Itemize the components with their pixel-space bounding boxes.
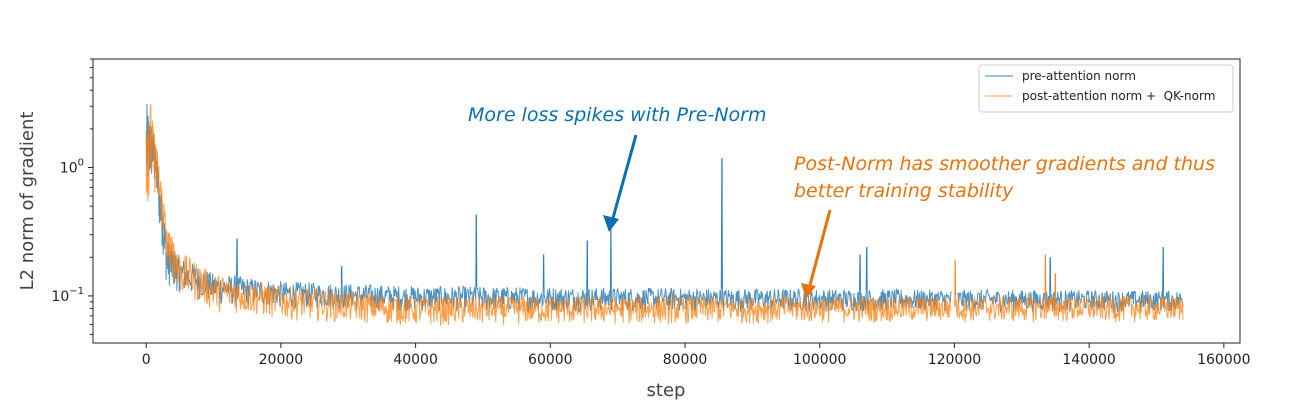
- x-tick-label: 60000: [528, 352, 573, 368]
- x-tick-label: 100000: [793, 352, 846, 368]
- legend-box: [978, 64, 1234, 113]
- x-tick-label: 160000: [1197, 352, 1250, 368]
- y-tick-exponent: 0: [78, 158, 84, 169]
- annotation-post-norm-line-1: Post-Norm has smoother gradients and thu…: [794, 153, 1215, 175]
- y-tick-label: 100: [60, 158, 84, 177]
- series-line-post-attention-norm: [145, 104, 952, 326]
- x-tick-label: 140000: [1062, 352, 1115, 368]
- x-tick-label: 40000: [393, 352, 438, 368]
- y-tick-base: 10: [51, 289, 69, 305]
- x-axis-ticks: 0 20000 40000 60000 80000 100000 120000 140000 1…: [142, 343, 1251, 368]
- annotation-pre-norm: More loss spikes with Pre-Norm: [468, 104, 767, 232]
- x-tick-label: 80000: [663, 352, 708, 368]
- y-tick-exponent: −1: [69, 286, 84, 297]
- series-line-post-attention-norm: [954, 254, 1184, 323]
- series-line-pre-attention-norm: [145, 103, 952, 314]
- y-tick-label: 10−1: [51, 286, 84, 305]
- legend-label-post-attention: post-attention norm + QK-norm: [1022, 89, 1215, 103]
- legend-label-pre-attention: pre-attention norm: [1022, 69, 1136, 83]
- x-tick-label: 20000: [259, 352, 304, 368]
- annotation-post-norm-arrowhead: [801, 283, 816, 299]
- annotation-post-norm: Post-Norm has smoother gradients and thu…: [794, 153, 1215, 299]
- series-layer: [145, 103, 1184, 326]
- annotation-post-norm-line-2: better training stability: [794, 180, 1014, 202]
- x-tick-label: 120000: [928, 352, 981, 368]
- annotation-post-norm-arrow: [808, 209, 832, 286]
- y-tick-base: 10: [60, 161, 78, 177]
- legend: pre-attention norm post-attention norm +…: [978, 64, 1234, 113]
- annotation-pre-norm-arrow: [611, 134, 638, 219]
- annotation-pre-norm-arrowhead: [603, 215, 619, 232]
- x-axis-label: step: [647, 380, 686, 401]
- x-tick-label: 0: [142, 352, 151, 368]
- annotation-pre-norm-text: More loss spikes with Pre-Norm: [468, 104, 767, 126]
- plot-frame: [92, 58, 1241, 344]
- y-axis-label: L2 norm of gradient: [17, 112, 38, 291]
